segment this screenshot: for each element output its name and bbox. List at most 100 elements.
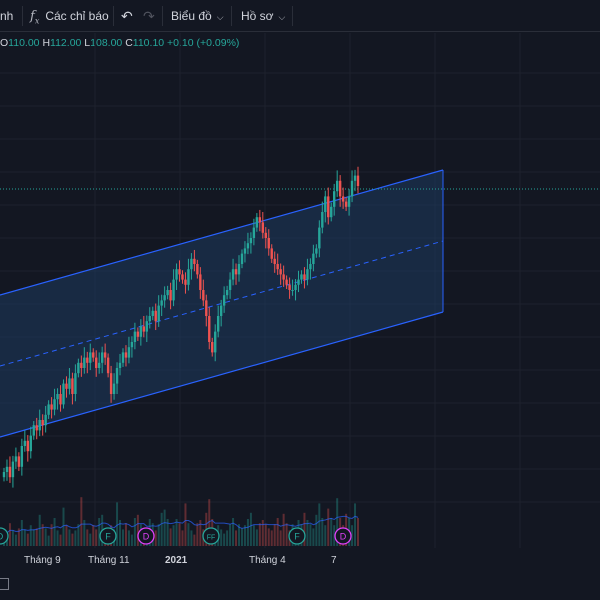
open-key: O <box>0 37 9 49</box>
volume-bar <box>116 502 119 546</box>
volume-bar <box>333 525 336 546</box>
volume-bar <box>130 534 133 546</box>
toolbar-partial-label[interactable]: nh <box>0 9 14 23</box>
volume-bar <box>229 524 232 546</box>
candle-body <box>333 191 336 207</box>
candle-body <box>103 352 107 358</box>
chart-type-label: Biểu đồ <box>171 9 212 23</box>
volume-bar <box>226 530 229 546</box>
candle-body <box>175 269 178 280</box>
candle-body <box>297 279 300 285</box>
channel-upper-line <box>0 169 444 296</box>
volume-bar <box>270 530 273 546</box>
profile-dropdown[interactable]: Hồ sơ ⌵ <box>241 0 285 32</box>
candle-body <box>249 238 253 244</box>
volume-bar <box>20 520 23 546</box>
candle-body <box>106 357 110 374</box>
indicators-button[interactable]: fx Các chỉ báo <box>30 0 109 32</box>
candle-body <box>202 290 205 301</box>
candle-body <box>208 316 211 342</box>
candle-body <box>184 279 187 285</box>
candle-body <box>246 243 250 249</box>
volume-bar <box>47 535 50 546</box>
volume-bar <box>336 498 339 546</box>
volume-bar <box>8 523 11 546</box>
candle-body <box>14 456 18 462</box>
chevron-down-icon: ⌵ <box>216 12 224 22</box>
candle-body <box>100 352 104 363</box>
candle-body <box>172 279 175 301</box>
volume-bar <box>80 497 83 546</box>
candle-body <box>315 248 318 254</box>
candle-body <box>121 352 125 363</box>
candle-body <box>26 440 29 452</box>
chart-type-dropdown[interactable]: Biểu đồ ⌵ <box>171 0 224 32</box>
candle-body <box>53 399 56 410</box>
time-axis-label: 7 <box>331 555 337 566</box>
volume-bar <box>127 530 130 546</box>
volume-bar <box>83 520 86 546</box>
volume-bar <box>163 509 166 546</box>
volume-bar <box>238 524 241 546</box>
candle-body <box>193 258 196 264</box>
candle-body <box>38 420 41 431</box>
volume-bar <box>41 524 44 546</box>
volume-bar <box>309 524 312 546</box>
candle-body <box>97 362 101 368</box>
candle-body <box>225 290 229 296</box>
volume-bar <box>306 520 309 546</box>
volume-bar <box>56 530 59 546</box>
channel-lower-line <box>0 311 444 438</box>
panel-toggle-button[interactable] <box>0 578 9 590</box>
candle-body <box>35 425 38 431</box>
candle-body <box>41 420 44 426</box>
candle-body <box>270 248 273 259</box>
volume-bar <box>157 524 160 546</box>
candle-body <box>29 435 32 452</box>
candle-body <box>148 316 151 322</box>
candle-body <box>353 175 357 181</box>
candle-body <box>65 383 68 389</box>
candle-body <box>2 472 6 478</box>
candle-body <box>196 264 199 275</box>
volume-bar <box>196 523 199 546</box>
candle-body <box>258 217 262 223</box>
volume-bar <box>68 529 71 546</box>
volume-bar <box>181 530 184 546</box>
candle-body <box>294 284 297 290</box>
candle-body <box>139 326 143 337</box>
redo-icon[interactable]: ↷ <box>143 8 155 24</box>
volume-bar <box>178 523 181 546</box>
event-marker-label: D <box>0 532 4 542</box>
volume-bar <box>169 528 172 546</box>
volume-bar <box>124 523 127 546</box>
volume-bar <box>89 533 92 546</box>
candle-body <box>347 196 351 207</box>
volume-bar <box>119 520 122 546</box>
toolbar-separator <box>22 6 23 26</box>
candle-body <box>44 414 47 426</box>
toolbar-separator <box>113 6 114 26</box>
volume-bar <box>98 518 101 546</box>
candle-body <box>17 456 21 467</box>
candle-body <box>62 383 65 405</box>
volume-bar <box>11 530 14 546</box>
volume-bar <box>92 525 95 546</box>
candle-body <box>312 253 315 264</box>
volume-bar <box>220 529 223 546</box>
candle-body <box>178 269 181 275</box>
price-chart[interactable]: DFDFFFD <box>0 33 600 549</box>
candle-body <box>160 300 163 306</box>
candle-body <box>157 305 160 322</box>
ohlc-legend: O110.00 H112.00 L108.00 C110.10 +0.10 (+… <box>0 37 239 49</box>
candle-body <box>133 331 137 342</box>
volume-bar <box>223 533 226 546</box>
candle-body <box>356 175 360 186</box>
volume-bar <box>264 524 267 546</box>
volume-ma-line <box>3 515 359 534</box>
volume-bar <box>252 525 255 546</box>
candle-body <box>279 269 282 275</box>
candle-body <box>327 196 330 218</box>
undo-icon[interactable]: ↶ <box>121 8 133 24</box>
candle-body <box>112 383 116 394</box>
